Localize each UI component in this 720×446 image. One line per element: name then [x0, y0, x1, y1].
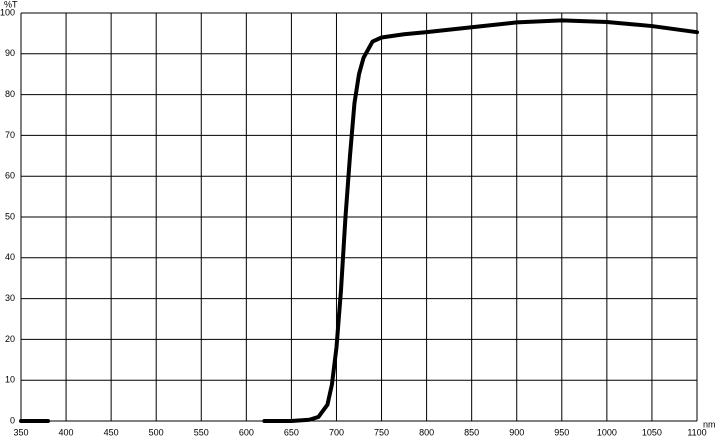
- y-tick-label: 60: [5, 171, 15, 181]
- y-axis-label: %T: [4, 0, 18, 9]
- x-tick-label: 400: [59, 427, 74, 437]
- y-tick-label: 30: [5, 293, 15, 303]
- x-tick-label: 350: [13, 427, 28, 437]
- y-tick-label: 10: [5, 375, 15, 385]
- y-tick-label: 100: [0, 7, 15, 17]
- line: [19, 18, 699, 423]
- x-tick-label: 1000: [597, 427, 617, 437]
- y-tick-label: 40: [5, 252, 15, 262]
- y-tick-label: 70: [5, 130, 15, 140]
- x-tick-label: 450: [104, 427, 119, 437]
- y-tick-label: 20: [5, 334, 15, 344]
- x-tick-label: 900: [509, 427, 524, 437]
- x-tick-label: 500: [149, 427, 164, 437]
- y-tick-label: 90: [5, 48, 15, 58]
- x-tick-label: 550: [194, 427, 209, 437]
- x-tick-label: 850: [464, 427, 479, 437]
- x-tick-label: 600: [239, 427, 254, 437]
- y-tick-label: 0: [10, 415, 15, 425]
- x-tick-label: 1050: [642, 427, 662, 437]
- x-tick-label: 700: [329, 427, 344, 437]
- x-tick-label: 800: [419, 427, 434, 437]
- x-tick-label: 650: [284, 427, 299, 437]
- x-tick-label: 950: [554, 427, 569, 437]
- x-tick-label: 750: [374, 427, 389, 437]
- y-tick-label: 50: [5, 211, 15, 221]
- x-axis-label: nm: [703, 419, 716, 429]
- y-tick-label: 80: [5, 89, 15, 99]
- x-tick-label: 1100: [687, 427, 706, 437]
